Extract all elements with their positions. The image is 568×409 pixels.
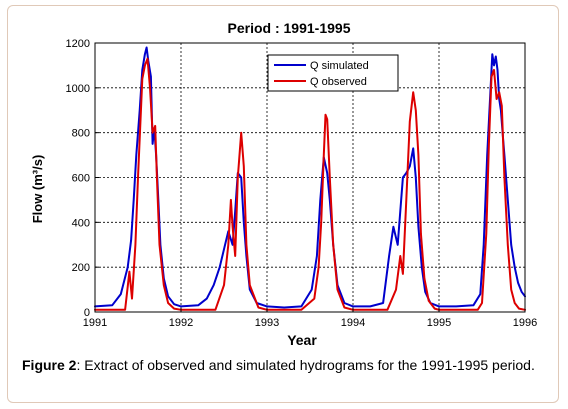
y-tick-label: 600	[72, 173, 90, 185]
x-axis-label: Year	[287, 332, 317, 348]
chart: 1991 1992 1993 1994 1995 1996 0 200 400 600 800 100…	[22, 14, 546, 354]
x-tick-label: 1993	[255, 317, 279, 329]
figure-frame: 1991 1992 1993 1994 1995 1996 0 200 400 600 800 100…	[7, 5, 559, 403]
x-tick-label: 1995	[427, 317, 451, 329]
ticks: 1991 1992 1993 1994 1995 1996 0 200 400 600 800 100…	[66, 38, 538, 329]
legend: Q simulated Q observed	[267, 54, 399, 92]
y-tick-label: 200	[72, 262, 90, 274]
x-tick-label: 1996	[513, 317, 537, 329]
series-line-q-observed	[94, 57, 526, 311]
caption-text: : Extract of observed and simulated hydr…	[76, 357, 535, 373]
y-tick-label: 400	[72, 217, 90, 229]
y-tick-label: 1000	[66, 83, 90, 95]
chart-title: Period : 1991-1995	[228, 20, 351, 36]
y-tick-label: 0	[84, 307, 90, 319]
x-tick-label: 1994	[341, 317, 365, 329]
legend-label-simulated: Q simulated	[310, 60, 369, 72]
x-tick-label: 1992	[169, 317, 193, 329]
hydrograph-chart: 1991 1992 1993 1994 1995 1996 0 200 400 600 800 100…	[22, 14, 546, 354]
series-group	[94, 46, 526, 311]
figure-caption: Figure 2: Extract of observed and simula…	[22, 356, 550, 375]
caption-label: Figure 2	[22, 357, 77, 373]
legend-box	[267, 54, 399, 92]
x-tick-label: 1991	[83, 317, 107, 329]
y-tick-label: 800	[72, 128, 90, 140]
legend-label-observed: Q observed	[310, 76, 367, 88]
y-axis-label: Flow (m³/s)	[30, 155, 45, 224]
y-tick-label: 1200	[66, 38, 90, 50]
